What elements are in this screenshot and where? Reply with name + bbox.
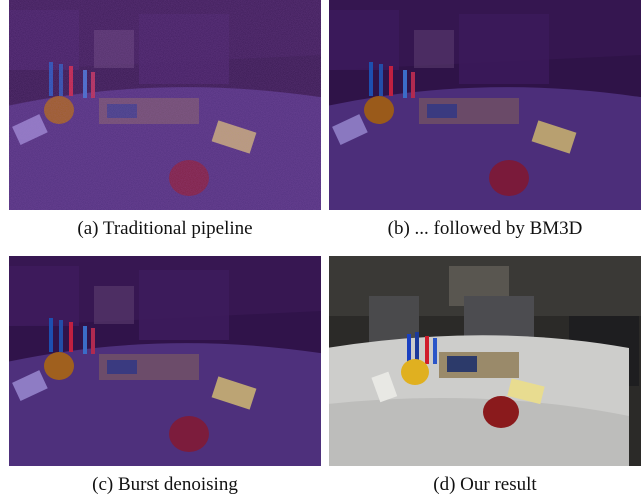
- image-our-result: [329, 256, 641, 466]
- panel-a: (a) Traditional pipeline: [9, 0, 321, 239]
- panel-d: (d) Our result: [329, 256, 641, 495]
- panel-b: (b) ... followed by BM3D: [329, 0, 641, 239]
- caption-c: (c) Burst denoising: [92, 474, 238, 495]
- image-traditional-pipeline: [9, 0, 321, 210]
- image-burst-denoising: [9, 256, 321, 466]
- panel-c: (c) Burst denoising: [9, 256, 321, 495]
- caption-b: (b) ... followed by BM3D: [387, 218, 583, 239]
- caption-d: (d) Our result: [433, 474, 537, 495]
- caption-a: (a) Traditional pipeline: [77, 218, 253, 239]
- image-bm3d: [329, 0, 641, 210]
